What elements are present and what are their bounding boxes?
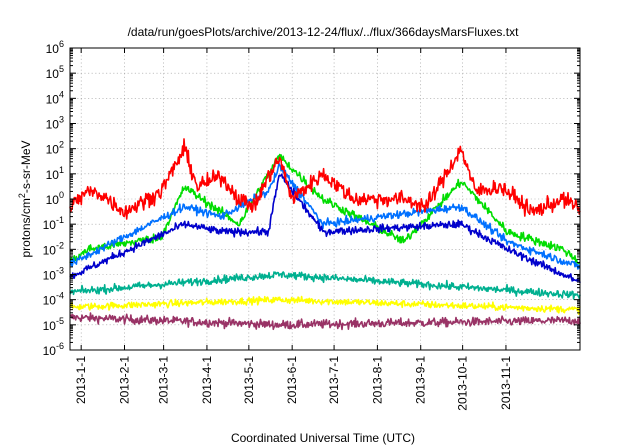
- y-axis-label-text: protons/cm2-s-sr-MeV: [17, 140, 33, 257]
- y-tick-label: 101: [46, 165, 64, 182]
- x-tick-label: 2013-9-1: [414, 356, 428, 404]
- flux-series-line: [69, 138, 581, 220]
- y-tick-label: 10-3: [43, 266, 64, 283]
- chart-title: /data/run/goesPlots/archive/2013-12-24/f…: [128, 25, 520, 39]
- y-tick-label: 102: [46, 140, 64, 157]
- y-tick-label: 10-2: [43, 240, 64, 257]
- y-tick-label: 105: [46, 64, 64, 81]
- flux-series-line: [69, 173, 581, 284]
- flux-series-line: [69, 271, 581, 300]
- x-tick-label: 2013-6-1: [285, 356, 299, 404]
- y-tick-label: 10-1: [43, 215, 64, 232]
- y-tick-label: 10-4: [43, 291, 64, 308]
- x-tick-label: 2013-2-1: [117, 356, 131, 404]
- y-tick-label: 100: [46, 190, 64, 207]
- flux-series-line: [69, 162, 581, 270]
- x-tick-label: 2013-7-1: [327, 356, 341, 404]
- x-tick-label: 2013-5-1: [242, 356, 256, 404]
- y-tick-label: 10-5: [43, 316, 64, 333]
- x-tick-label: 2013-10-1: [456, 356, 470, 411]
- grid: [70, 48, 580, 350]
- x-tick-label: 2013-11-1: [499, 356, 513, 410]
- x-tick-label: 2013-3-1: [157, 356, 171, 404]
- y-tick-label: 104: [46, 89, 64, 106]
- x-tick-label: 2013-4-1: [200, 356, 214, 404]
- y-tick-label: 10-6: [43, 341, 64, 358]
- series-layer: [69, 138, 581, 331]
- flux-series-line: [69, 251, 581, 280]
- y-axis-label: protons/cm2-s-sr-MeV: [17, 140, 33, 257]
- flux-series-line: [69, 295, 581, 315]
- y-tick-label: 103: [46, 115, 64, 132]
- x-tick-label: 2013-8-1: [370, 356, 384, 404]
- flux-series-line: [69, 312, 581, 331]
- x-tick-label: 2013-1-1: [74, 356, 88, 404]
- x-axis-label: Coordinated Universal Time (UTC): [231, 431, 415, 445]
- ticks: 2013-1-1 2013-2-1 2013-3-1 2013-4-1 2013-5-1…: [43, 39, 580, 411]
- y-tick-label: 106: [46, 39, 64, 56]
